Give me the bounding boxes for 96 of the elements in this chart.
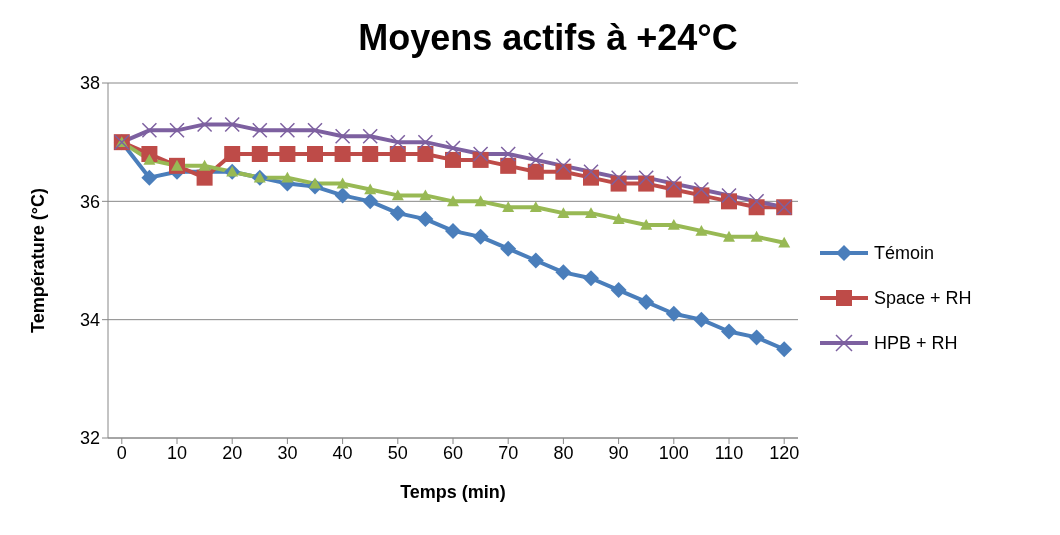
point <box>721 187 737 204</box>
x-tick-label: 50 <box>387 442 408 463</box>
point <box>500 157 517 174</box>
point <box>776 341 793 358</box>
y-axis-title: Température (°C) <box>28 188 49 333</box>
point <box>666 175 682 192</box>
point <box>364 183 377 195</box>
point <box>196 169 213 186</box>
point <box>695 224 708 236</box>
point <box>279 146 296 162</box>
point <box>610 282 627 299</box>
point <box>445 222 461 239</box>
point <box>141 122 158 139</box>
point <box>307 146 323 162</box>
point <box>334 146 351 162</box>
point <box>251 146 268 162</box>
point <box>196 116 213 133</box>
point <box>529 201 542 213</box>
point <box>750 230 763 242</box>
point <box>281 171 294 183</box>
point <box>307 122 323 139</box>
point <box>665 305 682 322</box>
x-tick-label: 80 <box>553 442 574 463</box>
point <box>500 240 517 257</box>
x-tick-label: 20 <box>222 442 243 463</box>
point <box>362 193 379 210</box>
point <box>143 153 156 165</box>
point <box>610 169 627 186</box>
point <box>638 169 654 186</box>
x-tick-label: 60 <box>442 442 464 463</box>
point <box>557 207 570 218</box>
y-tick-label: 38 <box>79 73 100 94</box>
point <box>500 146 516 162</box>
x-tick-label: 10 <box>166 442 188 463</box>
point <box>612 213 625 224</box>
x-tick-label: 100 <box>658 442 689 463</box>
point <box>778 236 791 248</box>
point <box>583 270 599 287</box>
point <box>336 177 349 189</box>
point <box>198 159 211 171</box>
point <box>555 264 572 281</box>
point <box>528 152 544 168</box>
point <box>445 140 461 156</box>
point <box>693 311 710 328</box>
point <box>445 151 461 168</box>
point <box>252 122 268 139</box>
point <box>472 228 489 245</box>
point <box>334 128 351 144</box>
x-axis-title: Temps (min) <box>400 482 506 502</box>
x-tick-label: 110 <box>714 442 744 463</box>
chart-title: Moyens actifs à +24°C <box>357 16 739 60</box>
point <box>391 189 404 201</box>
point <box>472 146 489 162</box>
point <box>447 195 459 207</box>
y-tick-label: 34 <box>79 310 100 331</box>
point <box>169 122 185 139</box>
point <box>474 195 487 207</box>
x-tick-label: 40 <box>332 442 353 463</box>
x-tick-label: 120 <box>769 442 800 463</box>
x-tick-label: 30 <box>277 442 298 463</box>
point <box>417 146 434 162</box>
point <box>334 187 351 204</box>
point <box>638 293 655 310</box>
point <box>748 329 765 346</box>
point <box>362 128 378 144</box>
point <box>527 252 544 269</box>
point <box>585 207 597 218</box>
point <box>583 164 599 180</box>
point <box>721 323 737 340</box>
point <box>224 146 241 162</box>
legend-label: Témoin <box>874 242 935 264</box>
legend-label: HPB + RH <box>874 332 958 354</box>
legend-label: Space + RH <box>874 287 972 309</box>
point <box>667 219 680 230</box>
y-tick-label: 32 <box>79 428 100 449</box>
point <box>419 189 432 201</box>
point <box>723 230 735 242</box>
point <box>417 211 434 228</box>
point <box>389 205 406 222</box>
point <box>389 146 406 162</box>
point <box>224 116 240 133</box>
point <box>502 201 515 213</box>
x-tick-label: 90 <box>608 442 629 463</box>
point <box>555 158 572 174</box>
point <box>748 193 765 210</box>
point <box>390 134 406 150</box>
point <box>279 122 296 139</box>
y-tick-label: 36 <box>79 191 100 212</box>
x-tick-label: 0 <box>116 442 127 463</box>
point <box>417 134 434 150</box>
x-tick-label: 70 <box>498 442 519 463</box>
point <box>141 169 158 186</box>
point <box>693 181 710 198</box>
point <box>527 163 544 180</box>
point <box>640 219 653 230</box>
point <box>362 146 379 162</box>
